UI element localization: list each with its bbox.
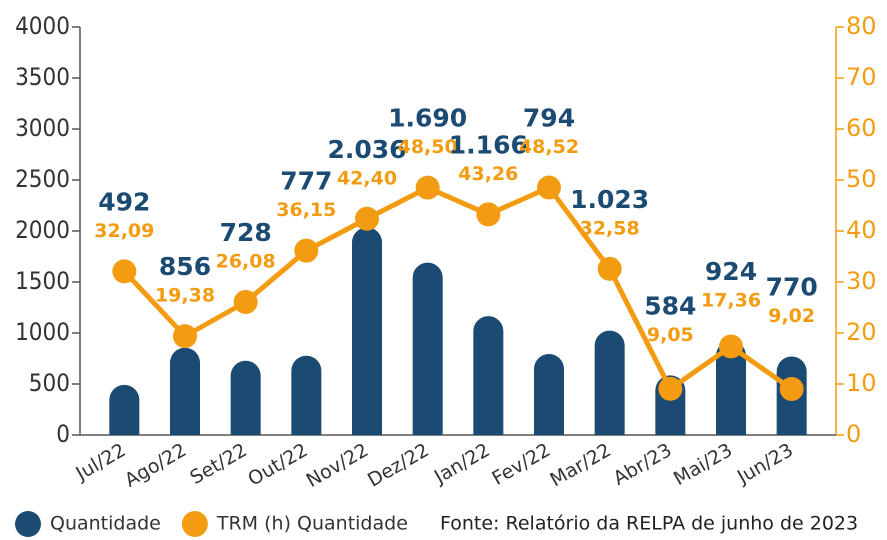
x-tick-label: Fev/22 <box>488 439 554 490</box>
bar <box>534 354 564 435</box>
line-marker <box>233 289 258 314</box>
bar-value-label: 584 <box>644 291 696 320</box>
y-tick-label: 2000 <box>15 216 70 244</box>
bar-value-label: 728 <box>220 218 272 247</box>
y-tick-label: 4000 <box>15 12 70 40</box>
y2-tick-label: 10 <box>846 369 877 397</box>
line-marker <box>415 175 440 200</box>
y2-tick-label: 80 <box>846 12 877 40</box>
y2-tick-label: 30 <box>846 267 877 295</box>
line-value-label: 19,38 <box>155 285 215 307</box>
line-marker <box>476 202 501 227</box>
bar <box>594 330 625 435</box>
x-tick-label: Jun/23 <box>733 439 797 489</box>
bar-value-label: 770 <box>766 272 818 301</box>
x-tick-label: Jan/22 <box>430 439 494 488</box>
bar <box>716 340 746 435</box>
line-marker <box>658 376 683 401</box>
line-value-label: 17,36 <box>701 289 761 311</box>
line-value-label: 32,58 <box>580 217 640 239</box>
y-tick-label: 1000 <box>15 318 70 346</box>
bar-value-label: 1.023 <box>570 185 649 214</box>
line-value-label: 26,08 <box>216 250 276 272</box>
bar-value-label: 777 <box>280 167 332 196</box>
y-tick-label: 3500 <box>15 63 70 91</box>
line-value-label: 9,02 <box>768 305 815 327</box>
y2-tick-label: 60 <box>846 114 877 142</box>
line-value-label: 48,50 <box>398 136 458 158</box>
x-tick-label: Nov/22 <box>303 439 373 492</box>
line-value-label: 36,15 <box>276 199 336 221</box>
y-tick-label: 0 <box>56 420 70 448</box>
bar-value-label: 924 <box>705 257 757 286</box>
x-tick-label: Jul/22 <box>71 439 129 485</box>
y-tick-label: 1500 <box>15 267 70 295</box>
bar-value-label: 794 <box>523 104 575 133</box>
legend-marker <box>181 511 208 537</box>
bar-value-label: 492 <box>98 187 150 216</box>
x-tick-label: Set/22 <box>186 439 251 489</box>
legend-label: Quantidade <box>50 513 161 535</box>
bar <box>230 360 261 435</box>
source: Fonte: Relatório da RELPA de junho de 20… <box>440 513 858 535</box>
bar <box>473 316 504 435</box>
line-value-label: 9,05 <box>647 324 694 346</box>
line-marker <box>173 324 197 349</box>
line-marker <box>294 238 319 263</box>
y-tick-label: 500 <box>29 369 70 397</box>
y2-tick-label: 70 <box>846 63 877 91</box>
y2-tick-label: 20 <box>846 318 877 346</box>
line-value-label: 43,26 <box>458 163 518 185</box>
y-tick-label: 3000 <box>15 114 70 142</box>
line-marker <box>355 206 379 231</box>
x-tick-label: Out/22 <box>244 439 311 491</box>
legend-marker <box>15 511 41 537</box>
x-tick-label: Dez/22 <box>364 439 433 491</box>
bar <box>412 262 443 435</box>
line-marker <box>597 256 622 281</box>
line-value-label: 42,40 <box>337 167 397 189</box>
x-tick-label: Mar/22 <box>546 439 615 491</box>
line-value-label: 48,52 <box>519 136 579 158</box>
line-marker <box>779 376 804 401</box>
legend-label: TRM (h) Quantidade <box>216 513 408 535</box>
line-value-label: 32,09 <box>94 220 154 242</box>
x-tick-label: Ago/22 <box>121 439 190 492</box>
bar-value-label: 1.690 <box>388 104 467 133</box>
bar-value-label: 1.166 <box>449 130 528 159</box>
x-tick-label: Abr/23 <box>610 439 676 490</box>
bar <box>291 355 322 435</box>
bar-value-label: 856 <box>159 252 211 281</box>
y2-tick-label: 40 <box>846 216 877 244</box>
bar <box>352 227 382 435</box>
line-marker <box>537 175 561 200</box>
bar-value-label: 2.036 <box>327 135 406 164</box>
line-marker <box>719 334 743 359</box>
x-tick-label: Mai/23 <box>670 439 736 490</box>
y2-tick-label: 0 <box>846 420 861 448</box>
y-tick-label: 2500 <box>15 165 70 193</box>
line-marker <box>112 259 137 284</box>
y2-tick-label: 50 <box>846 165 877 193</box>
bar <box>109 384 140 435</box>
bar <box>170 347 200 435</box>
